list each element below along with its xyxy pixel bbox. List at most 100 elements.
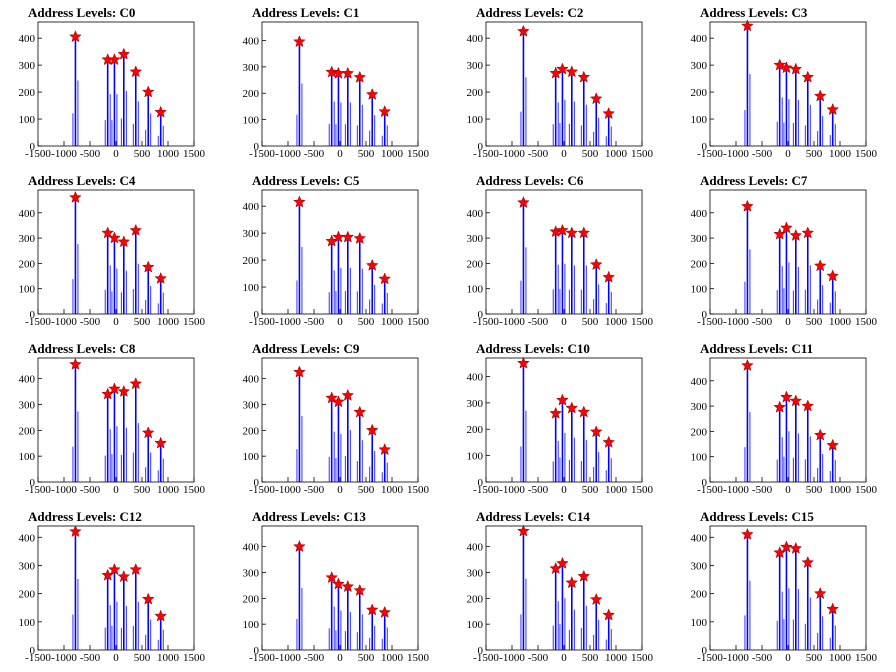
peak-marker: [780, 540, 793, 553]
x-tick-label: -500: [304, 484, 325, 496]
y-tick-label: 200: [691, 258, 708, 270]
y-tick-label: 300: [691, 233, 708, 245]
x-tick-label: 500: [582, 652, 599, 664]
y-tick-label: 400: [243, 35, 260, 47]
x-tick-label: 0: [113, 148, 119, 160]
x-tick-label: -1500: [697, 484, 723, 496]
y-tick-label: 400: [243, 374, 260, 386]
x-tick-label: 1000: [605, 484, 628, 496]
peak-marker: [789, 541, 803, 554]
plot-frame: [261, 21, 419, 147]
peak-marker: [556, 556, 569, 569]
y-tick-label: 200: [19, 87, 36, 99]
x-tick-label: 1000: [157, 484, 180, 496]
x-tick-label: -1500: [25, 484, 51, 496]
chart-title: Address Levels: C12: [28, 509, 142, 524]
x-tick-label: -1000: [723, 652, 749, 664]
chart-plot: 0 100 200 300 400 -1500 -1000 -500 0 500 1000 1500: [19, 524, 206, 664]
x-tick-label: -1500: [249, 148, 275, 160]
peak-marker: [826, 269, 840, 282]
x-tick-label: 1500: [631, 316, 654, 328]
chart-title: Address Levels: C9: [252, 341, 360, 356]
peak-marker: [353, 405, 367, 418]
peak-marker: [108, 53, 121, 66]
y-tick-label: 0: [478, 477, 484, 489]
peak-marker: [517, 524, 530, 537]
chart-plot: 0 100 200 300 400 -1500 -1000 -500 0 500 1000 1500: [467, 21, 654, 160]
y-tick-label: 200: [467, 593, 484, 605]
y-tick-label: 200: [243, 88, 260, 100]
x-tick-label: 0: [113, 484, 119, 496]
x-tick-label: 0: [337, 316, 343, 328]
histogram-panel: Address Levels: C3 0 100 200 300 400 -1500 -100…: [672, 0, 896, 168]
peak-marker: [589, 592, 603, 606]
x-tick-label: -1000: [275, 484, 301, 496]
x-tick-label: -1500: [697, 316, 723, 328]
x-tick-label: 1000: [829, 316, 852, 328]
x-tick-label: 1500: [183, 484, 206, 496]
x-tick-label: 500: [806, 484, 823, 496]
peak-marker: [826, 438, 840, 451]
histogram-panel: Address Levels: C0 0 100 200 300 400 -1500 -100…: [0, 0, 224, 168]
peak-marker: [129, 65, 143, 78]
peak-marker: [378, 272, 392, 285]
y-tick-label: 400: [691, 376, 708, 388]
peak-marker: [577, 405, 591, 418]
x-tick-label: 1000: [605, 148, 628, 160]
x-tick-label: 1500: [855, 148, 878, 160]
y-tick-label: 100: [19, 617, 36, 629]
y-tick-label: 300: [19, 233, 36, 245]
plot-frame: [709, 357, 867, 483]
x-tick-label: -1000: [51, 316, 77, 328]
x-tick-label: -500: [752, 652, 773, 664]
peak-marker: [813, 586, 827, 600]
x-tick-label: 1500: [855, 652, 878, 664]
x-tick-label: 0: [113, 316, 119, 328]
y-tick-label: 0: [702, 141, 708, 153]
chart-title: Address Levels: C1: [252, 5, 360, 20]
peak-marker: [741, 358, 754, 371]
peak-marker: [780, 61, 793, 74]
peak-marker: [353, 583, 367, 596]
chart-title: Address Levels: C8: [28, 341, 136, 356]
y-tick-label: 300: [243, 568, 260, 580]
x-tick-label: -500: [304, 652, 325, 664]
x-tick-label: 500: [806, 652, 823, 664]
peak-marker: [117, 235, 131, 248]
y-tick-label: 300: [691, 60, 708, 72]
peak-marker: [325, 571, 339, 584]
x-tick-label: -1000: [275, 148, 301, 160]
peak-marker: [378, 605, 392, 618]
histogram-panel: Address Levels: C10 0 100 200 300 400 -1500 -10…: [448, 336, 672, 504]
peak-marker: [517, 356, 530, 369]
x-tick-label: -1500: [473, 316, 499, 328]
peak-marker: [129, 377, 143, 390]
peak-marker: [741, 19, 754, 32]
y-tick-label: 0: [478, 645, 484, 657]
x-tick-label: 1000: [157, 148, 180, 160]
peak-marker: [129, 563, 143, 576]
x-tick-label: 0: [785, 316, 791, 328]
y-tick-label: 100: [467, 451, 484, 463]
chart-title: Address Levels: C10: [476, 341, 590, 356]
y-tick-label: 300: [467, 568, 484, 580]
y-tick-label: 200: [243, 425, 260, 437]
chart-plot: 0 100 200 300 400 -1500 -1000 -500 0 500 1000 1500: [691, 19, 878, 160]
peak-marker: [789, 394, 803, 407]
x-tick-label: 0: [337, 484, 343, 496]
x-tick-label: 500: [358, 316, 375, 328]
y-tick-label: 400: [467, 33, 484, 45]
x-tick-label: 500: [358, 652, 375, 664]
x-tick-label: -1500: [25, 148, 51, 160]
x-tick-label: -1500: [249, 316, 275, 328]
chart-plot: 0 100 200 300 400 -1500 -1000 -500 0 500 1000 1500: [691, 525, 878, 664]
peak-marker: [801, 226, 815, 239]
x-tick-label: -1500: [249, 484, 275, 496]
y-tick-label: 0: [30, 309, 36, 321]
histogram-panel: Address Levels: C14 0 100 200 300 400 -1500 -10…: [448, 504, 672, 672]
y-tick-label: 0: [30, 645, 36, 657]
peak-marker: [69, 524, 82, 538]
y-tick-label: 400: [691, 33, 708, 45]
chart-title: Address Levels: C2: [476, 5, 584, 20]
